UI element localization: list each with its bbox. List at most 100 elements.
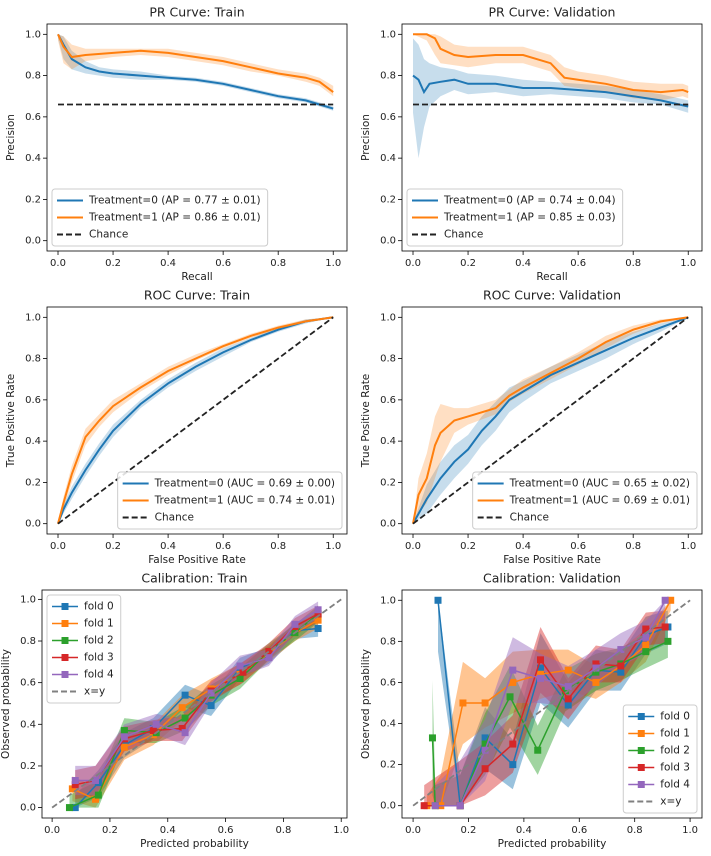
marker xyxy=(239,668,247,676)
marker xyxy=(91,777,99,785)
legend-marker xyxy=(637,764,645,771)
series-line xyxy=(424,626,666,807)
legend-label: Treatment=0 (AUC = 0.65 ± 0.02) xyxy=(509,478,690,490)
marker xyxy=(65,804,73,812)
chart-title: ROC Curve: Validation xyxy=(483,288,621,303)
y-tick-label: 0.2 xyxy=(20,761,36,772)
y-tick-label: 0.4 xyxy=(380,719,396,730)
marker xyxy=(534,746,542,754)
marker xyxy=(509,761,517,769)
marker xyxy=(564,701,572,709)
plot-area xyxy=(412,33,689,159)
x-tick-label: 1.0 xyxy=(333,825,349,836)
series-line xyxy=(412,316,689,525)
marker xyxy=(178,704,186,712)
x-tick-label: 0.0 xyxy=(50,258,66,269)
legend-label: fold 2 xyxy=(660,745,690,757)
x-tick-label: 0.8 xyxy=(627,825,643,836)
legend-marker xyxy=(637,713,645,720)
marker xyxy=(207,702,215,710)
x-tick-label: 0.8 xyxy=(625,258,641,269)
marker xyxy=(661,623,669,631)
legend-label: fold 4 xyxy=(660,779,690,791)
legend: Treatment=0 (AUC = 0.69 ± 0.00) Treatment… xyxy=(117,471,343,530)
x-tick-label: 0.2 xyxy=(460,541,476,552)
marker xyxy=(661,596,669,604)
axes-frame xyxy=(401,23,703,252)
legend-marker xyxy=(61,620,69,627)
marker xyxy=(509,678,517,686)
y-tick-label: 0.8 xyxy=(380,636,396,647)
confidence-band xyxy=(58,34,334,97)
x-tick-label: 0.4 xyxy=(160,825,176,836)
marker xyxy=(314,610,322,618)
legend-label: Treatment=1 (AP = 0.86 ± 0.01) xyxy=(88,212,261,224)
y-tick-label: 1.0 xyxy=(380,29,396,40)
x-tick-label: 0.2 xyxy=(105,258,121,269)
y-tick-label: 0.2 xyxy=(380,477,396,488)
marker xyxy=(617,662,625,670)
axes-frame xyxy=(46,23,348,252)
legend-label: Treatment=1 (AUC = 0.69 ± 0.01) xyxy=(509,495,690,507)
marker xyxy=(94,791,102,799)
series-line xyxy=(412,74,689,108)
legend-marker xyxy=(61,671,69,678)
legend-label: fold 1 xyxy=(660,728,690,740)
y-tick-label: 0.8 xyxy=(25,71,41,82)
legend-label: fold 0 xyxy=(84,601,114,613)
x-tick-label: 1.0 xyxy=(682,825,698,836)
x-tick-label: 0.4 xyxy=(160,258,176,269)
x-tick-label: 0.6 xyxy=(218,825,234,836)
legend-label: Chance xyxy=(444,229,483,241)
x-axis-label: Recall xyxy=(536,271,567,283)
axes-frame xyxy=(46,306,348,535)
y-tick-label: 0.2 xyxy=(380,760,396,771)
marker xyxy=(120,743,128,751)
marker xyxy=(481,699,489,707)
marker xyxy=(617,668,625,676)
marker xyxy=(617,646,625,654)
legend-label: fold 3 xyxy=(660,762,690,774)
marker xyxy=(561,687,569,695)
marker xyxy=(120,727,128,735)
marker xyxy=(91,795,99,803)
y-tick-label: 0.6 xyxy=(25,395,41,406)
marker xyxy=(564,695,572,703)
panel: 0.0 0.2 0.4 0.6 0.8 1.0 0.0 0.2 0.4 0.6 0.8 1.0 Cali… xyxy=(360,571,703,850)
marker xyxy=(506,693,514,701)
y-tick-label: 0.0 xyxy=(25,236,41,247)
x-tick-label: 0.4 xyxy=(515,541,531,552)
x-axis-label: Predicted probability xyxy=(498,838,607,850)
x-axis-label: False Positive Rate xyxy=(148,554,246,566)
confidence-band xyxy=(413,38,689,159)
confidence-band xyxy=(424,610,666,806)
y-tick-label: 1.0 xyxy=(25,29,41,40)
marker xyxy=(181,691,189,699)
axes-frame xyxy=(401,306,703,535)
axes-frame xyxy=(401,589,703,819)
marker xyxy=(68,785,76,793)
marker xyxy=(71,804,79,812)
x-tick-label: 0.6 xyxy=(570,258,586,269)
legend-marker xyxy=(61,603,69,610)
marker xyxy=(459,699,467,707)
y-tick-label: 0.8 xyxy=(380,71,396,82)
marker xyxy=(207,689,215,697)
x-tick-label: 0.6 xyxy=(571,825,587,836)
y-tick-label: 0.0 xyxy=(25,519,41,530)
marker xyxy=(564,666,572,674)
y-tick-label: 0.2 xyxy=(25,477,41,488)
panel: 0.0 0.2 0.4 0.6 0.8 1.0 0.0 0.2 0.4 0.6 0.8 1.0 Cali… xyxy=(0,571,349,851)
x-tick-label: 1.0 xyxy=(325,541,341,552)
series-line xyxy=(57,316,334,524)
legend-marker xyxy=(637,730,645,737)
y-tick-label: 0.8 xyxy=(25,354,41,365)
series-line xyxy=(413,33,689,94)
legend-label: Chance xyxy=(89,229,128,241)
legend-label: Treatment=1 (AP = 0.85 ± 0.03) xyxy=(443,212,616,224)
series-line xyxy=(51,598,342,809)
x-tick-label: 1.0 xyxy=(325,258,341,269)
x-tick-label: 0.0 xyxy=(405,541,421,552)
